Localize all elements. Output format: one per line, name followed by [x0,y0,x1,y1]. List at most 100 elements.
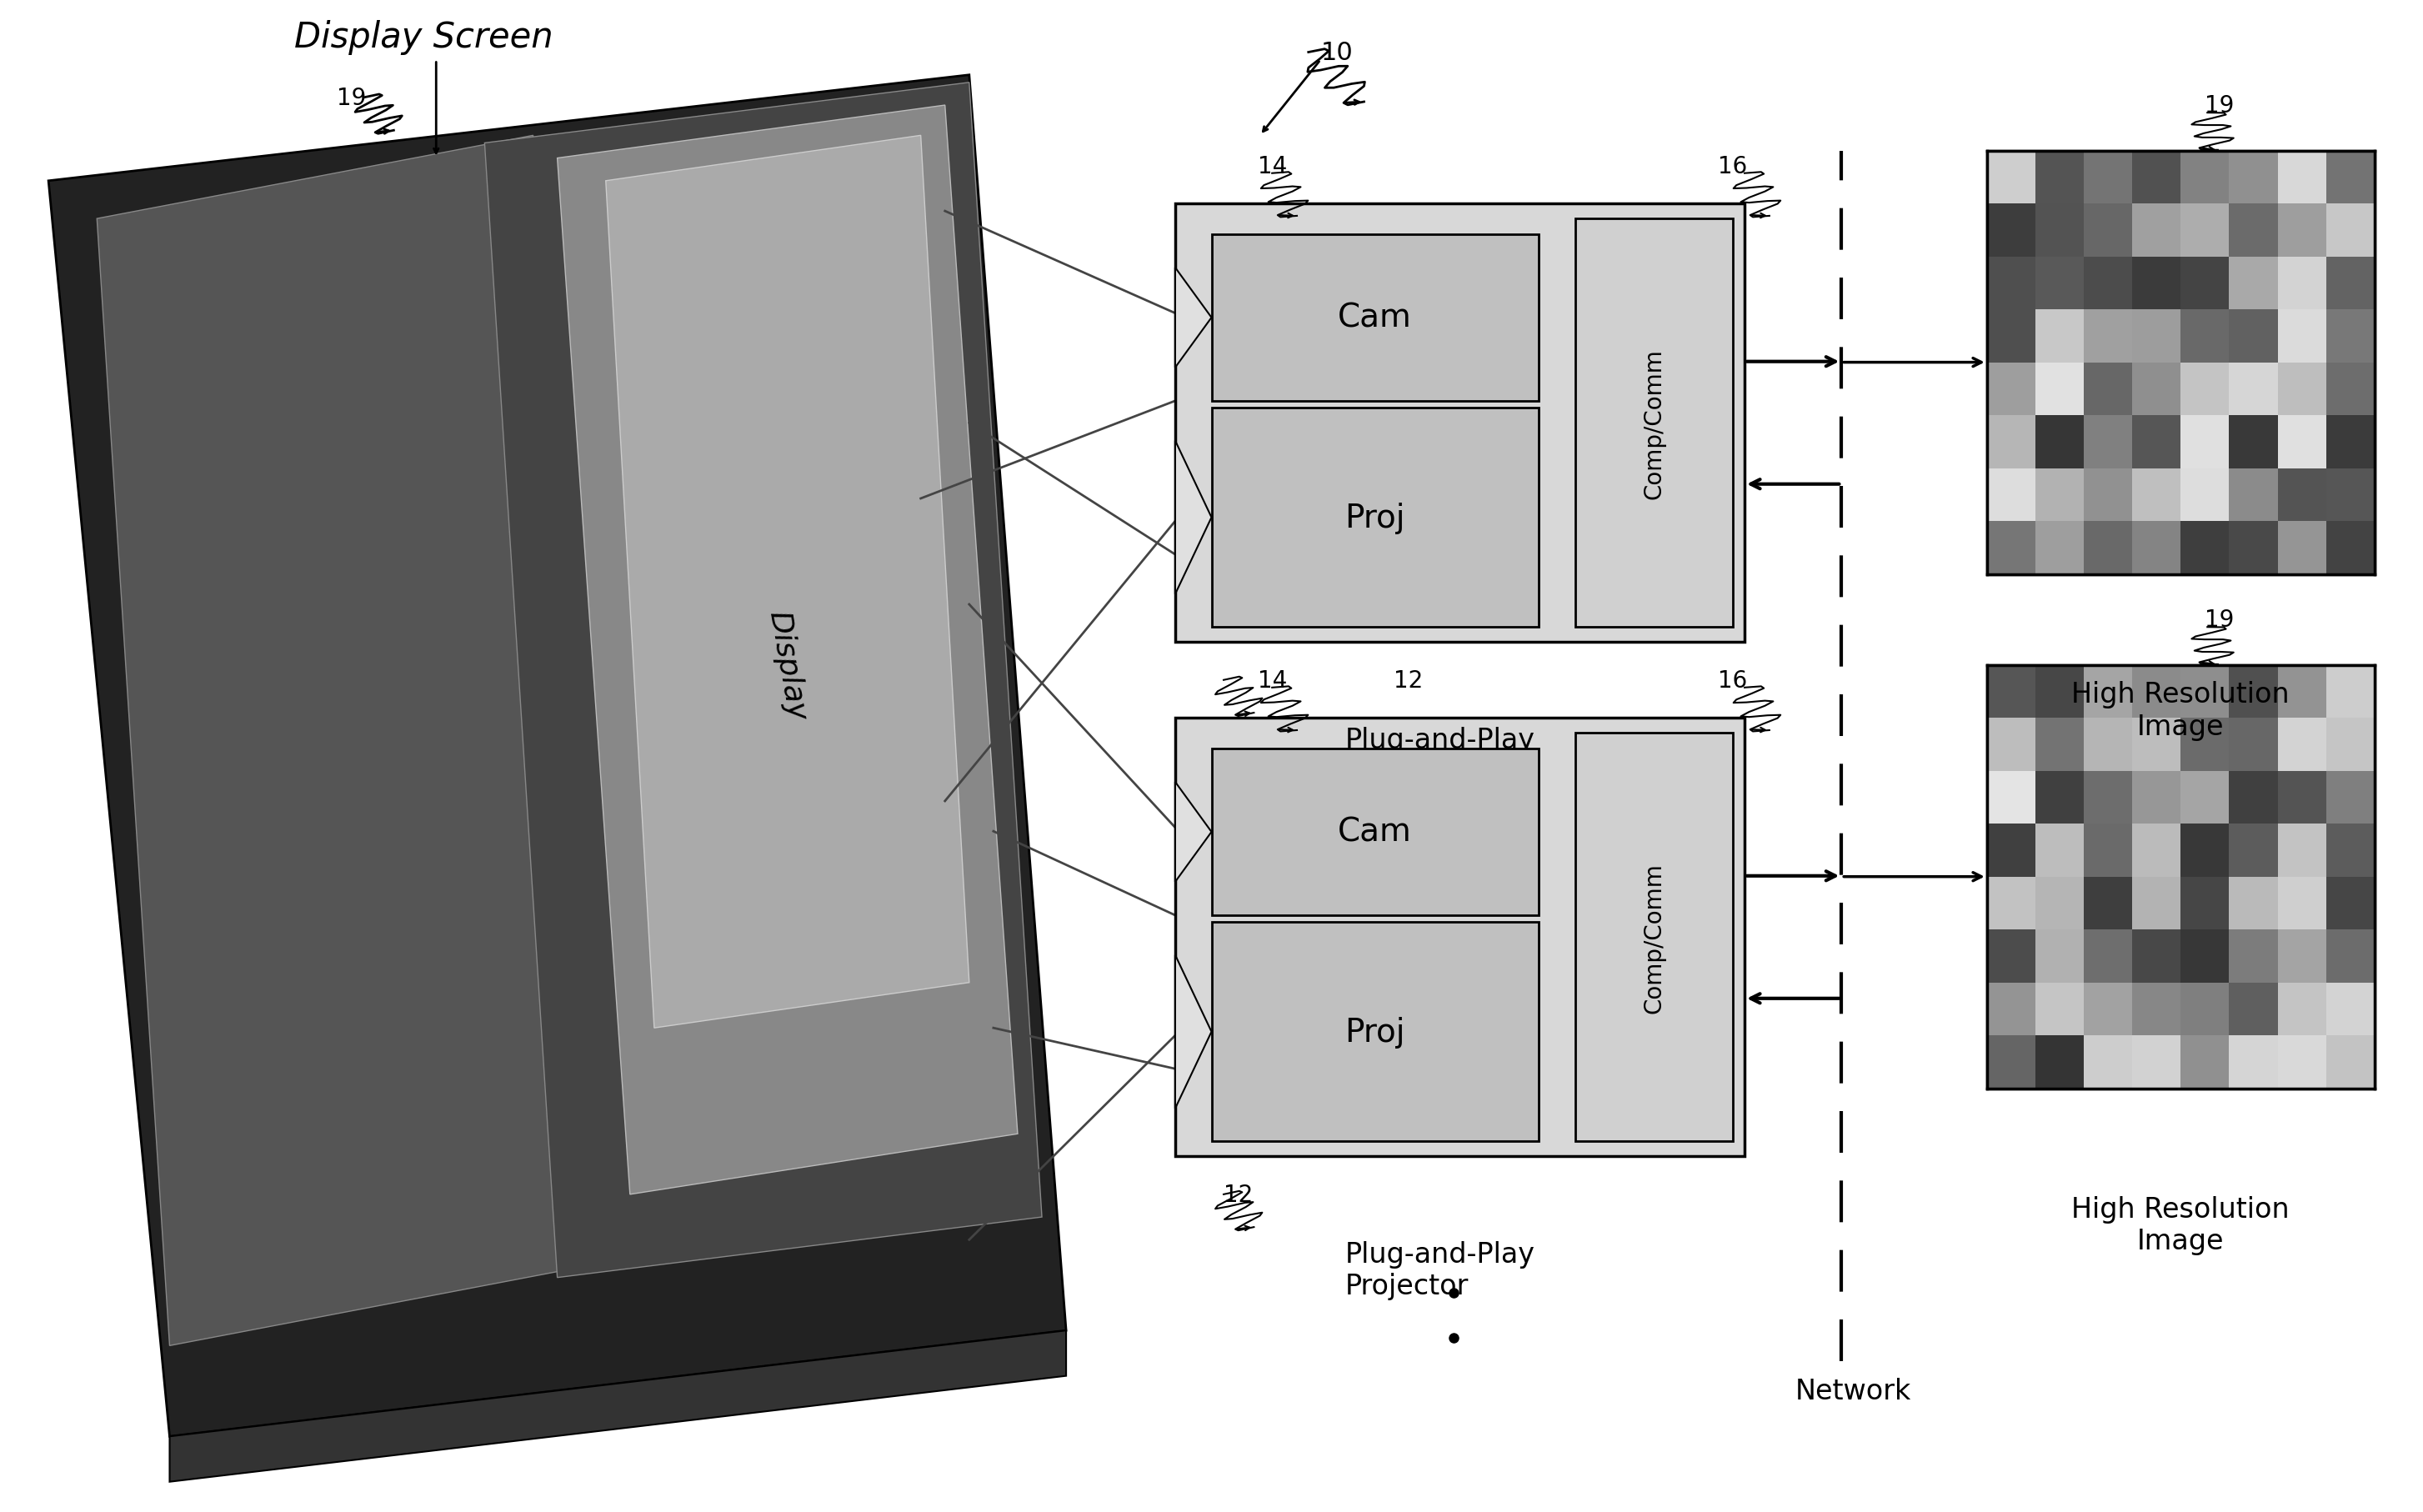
Bar [1987,824,2035,877]
Bar [2326,824,2375,877]
Bar [2084,257,2132,310]
Text: Proj: Proj [1345,502,1405,534]
Bar [2278,665,2326,718]
Bar [2035,983,2084,1036]
Text: Cam: Cam [1337,302,1413,334]
Bar [2181,824,2229,877]
Text: Display: Display [763,608,812,723]
Bar [2084,877,2132,930]
Bar [1987,1036,2035,1089]
Bar [2181,930,2229,983]
FancyBboxPatch shape [1175,204,1745,643]
Bar [1987,771,2035,824]
Bar [2181,771,2229,824]
FancyBboxPatch shape [1212,922,1539,1142]
Polygon shape [606,136,969,1028]
Bar [2181,469,2229,522]
Bar [2035,877,2084,930]
Bar [2278,771,2326,824]
Bar [1987,983,2035,1036]
Bar [2084,204,2132,257]
Bar [2229,771,2278,824]
Bar [2229,151,2278,204]
FancyBboxPatch shape [1212,748,1539,916]
Bar [2084,824,2132,877]
Bar [2229,665,2278,718]
Bar [2326,257,2375,310]
Bar [2132,718,2181,771]
Bar [2229,310,2278,363]
Bar [2084,718,2132,771]
Bar [2278,983,2326,1036]
Polygon shape [170,1331,1066,1482]
Bar [2326,718,2375,771]
Text: 12: 12 [1224,1182,1253,1207]
Bar [2278,151,2326,204]
Bar [2084,416,2132,469]
Bar [2035,1036,2084,1089]
Polygon shape [557,106,1018,1194]
Bar [2084,469,2132,522]
Bar [2035,416,2084,469]
Bar [2278,204,2326,257]
Bar [2181,310,2229,363]
Bar [2132,416,2181,469]
Bar [2326,930,2375,983]
Bar [2326,469,2375,522]
Bar [2132,310,2181,363]
Polygon shape [485,83,1042,1278]
Bar [2084,665,2132,718]
Bar [1987,310,2035,363]
Bar [2132,151,2181,204]
Bar [1987,522,2035,575]
Bar [2278,824,2326,877]
Bar [2181,983,2229,1036]
Bar [1987,877,2035,930]
Bar [2278,469,2326,522]
Text: Network: Network [1795,1377,1912,1405]
Bar [2132,930,2181,983]
Bar [1987,151,2375,575]
Text: 19: 19 [2205,608,2234,632]
Bar [2035,151,2084,204]
Bar [2278,416,2326,469]
Bar [2035,469,2084,522]
Bar [2084,930,2132,983]
Text: High Resolution
Image: High Resolution Image [2072,1194,2290,1255]
Text: 14: 14 [1258,668,1287,692]
Bar [2229,469,2278,522]
Bar [1987,204,2035,257]
Bar [2326,204,2375,257]
Bar [1987,930,2035,983]
Bar [2181,257,2229,310]
Bar [1987,257,2035,310]
Polygon shape [48,76,1066,1436]
Bar [2181,718,2229,771]
Bar [2278,718,2326,771]
Bar [2326,771,2375,824]
FancyBboxPatch shape [1212,408,1539,627]
Bar [2326,522,2375,575]
Bar [2326,310,2375,363]
Bar [2326,665,2375,718]
FancyBboxPatch shape [1175,718,1745,1157]
Bar [2278,522,2326,575]
Text: Comp/Comm: Comp/Comm [1643,348,1665,499]
Bar [2035,718,2084,771]
Text: 19: 19 [337,86,366,110]
Bar [2229,983,2278,1036]
Bar [2181,416,2229,469]
Bar [2132,983,2181,1036]
FancyBboxPatch shape [1212,234,1539,402]
FancyBboxPatch shape [1575,219,1732,627]
Bar [2132,469,2181,522]
Bar [2035,310,2084,363]
Bar [2326,416,2375,469]
Bar [2181,204,2229,257]
Text: Plug-and-Play
Projector: Plug-and-Play Projector [1345,726,1534,786]
Bar [2278,930,2326,983]
Polygon shape [1175,782,1212,881]
Bar [2278,1036,2326,1089]
Bar [2229,930,2278,983]
FancyBboxPatch shape [1575,733,1732,1142]
